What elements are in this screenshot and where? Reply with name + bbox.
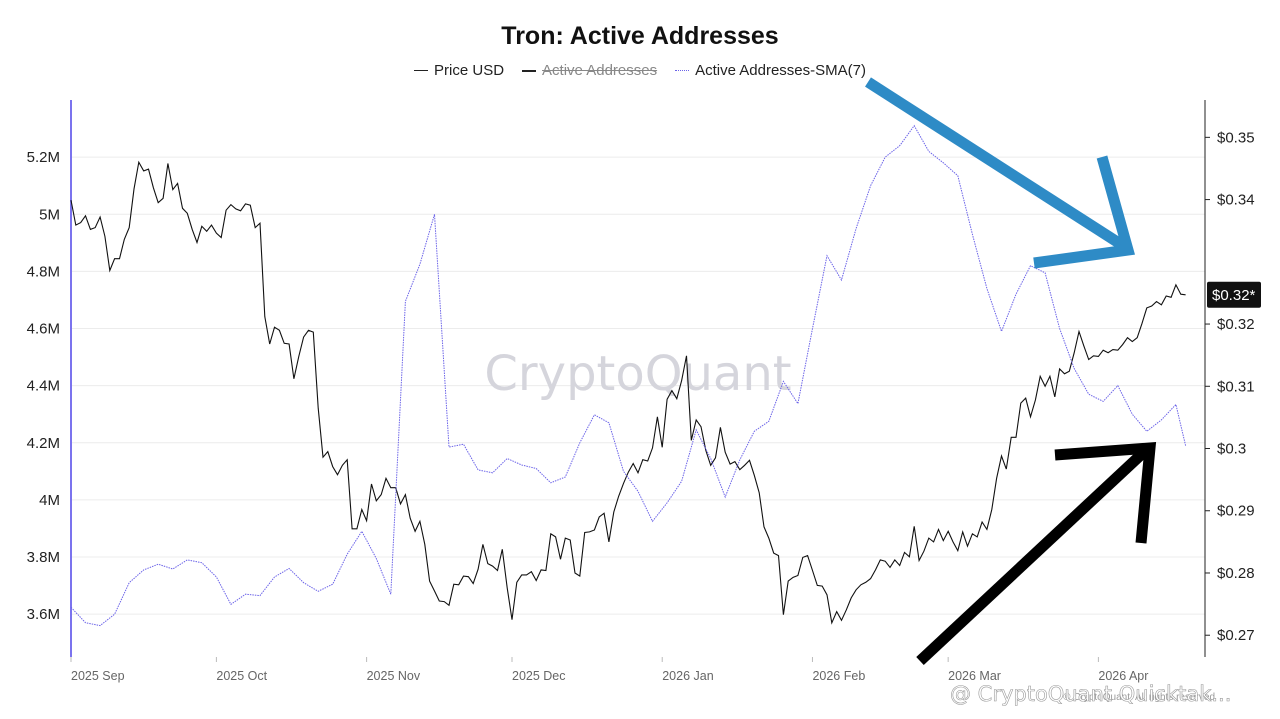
x-tick-label: 2026 Apr <box>1098 669 1148 683</box>
x-axis: 2025 Sep 2025 Oct 2025 Nov 2025 Dec 2026 Jan… <box>70 657 1148 683</box>
right-tick-label: $0.29 <box>1217 503 1255 520</box>
left-tick-label: 4.2M <box>27 435 60 452</box>
legend-label-sma: Active Addresses-SMA(7) <box>695 62 866 79</box>
right-tick-label: $0.31 <box>1217 378 1255 395</box>
left-tick-label: 3.6M <box>27 606 60 623</box>
left-tick-label: 4.4M <box>27 378 60 395</box>
left-tick-label: 5.2M <box>27 149 60 166</box>
price-badge: $0.32* <box>1207 281 1261 308</box>
legend-swatch-price <box>414 70 429 71</box>
legend-item-active-addresses-sma[interactable]: Active Addresses-SMA(7) <box>675 62 866 79</box>
series-layer <box>70 124 1187 627</box>
x-tick-label: 2025 Dec <box>512 669 566 683</box>
black-annotation-arrow <box>916 442 1157 666</box>
grid-lines <box>71 156 1205 615</box>
left-tick-label: 4.8M <box>27 263 60 280</box>
overlay-handle-text: @ CryptoQuant Quicktak... <box>950 682 1231 706</box>
x-tick-label: 2026 Jan <box>662 669 713 683</box>
x-tick-label: 2025 Oct <box>216 669 267 683</box>
credit-text: © CryptoQuant. All rights reserved <box>1063 692 1215 703</box>
left-tick-label: 4.6M <box>27 321 60 338</box>
legend-item-active-addresses[interactable]: Active Addresses <box>522 62 657 79</box>
right-tick-label: $0.32 <box>1217 316 1255 333</box>
price-badge-box <box>1207 281 1261 308</box>
x-tick-label: 2026 Feb <box>812 669 865 683</box>
x-tick-label: 2026 Mar <box>948 669 1001 683</box>
right-tick-label: $0.35 <box>1217 129 1255 146</box>
right-tick-label: $0.3 <box>1217 441 1246 458</box>
watermark-text: CryptoQuant <box>484 346 791 402</box>
right-tick-label: $0.27 <box>1217 627 1255 644</box>
series-line-active-addresses-sma <box>70 124 1187 627</box>
price-badge-label: $0.32* <box>1212 287 1256 304</box>
x-tick-label: 2025 Nov <box>367 669 421 683</box>
legend: Price USD Active Addresses Active Addres… <box>0 62 1280 79</box>
left-axis: 3.6M 3.8M 4M 4.2M 4.4M 4.6M 4.8M 5M 5.2M <box>27 149 60 623</box>
legend-item-price-usd[interactable]: Price USD <box>414 62 504 79</box>
left-tick-label: 4M <box>39 492 60 509</box>
right-tick-label: $0.34 <box>1217 192 1255 209</box>
right-tick-label: $0.28 <box>1217 565 1255 582</box>
left-tick-label: 3.8M <box>27 549 60 566</box>
x-tick-label: 2025 Sep <box>71 669 125 683</box>
legend-label-active-addresses: Active Addresses <box>542 62 658 79</box>
legend-swatch-sma <box>675 70 690 71</box>
legend-label-price: Price USD <box>434 62 505 79</box>
series-line-price-usd <box>70 160 1186 625</box>
left-tick-label: 5M <box>39 206 60 223</box>
legend-swatch-active-addresses <box>522 69 537 72</box>
blue-annotation-arrow <box>865 77 1135 269</box>
chart-title: Tron: Active Addresses <box>501 22 779 50</box>
right-axis: $0.27 $0.28 $0.29 $0.3 $0.31 $0.32 $0.34 $0.35 <box>1205 129 1255 644</box>
